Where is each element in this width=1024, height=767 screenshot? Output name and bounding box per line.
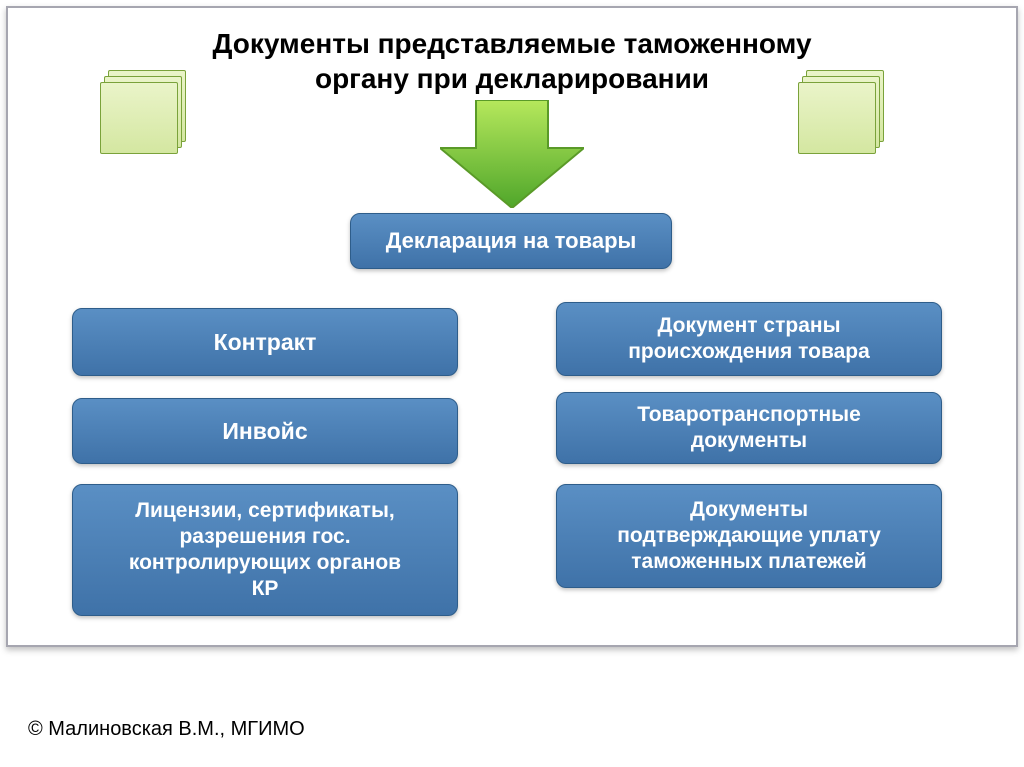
documents-icon-left	[100, 70, 200, 160]
box-left-2: Лицензии, сертификаты, разрешения гос. к…	[72, 484, 458, 616]
box-label: Декларация на товары	[386, 227, 637, 255]
documents-icon-right	[798, 70, 898, 160]
attribution-text: © Малиновская В.М., МГИМО	[28, 718, 305, 741]
box-label: Лицензии, сертификаты, разрешения гос. к…	[129, 498, 401, 603]
box-label: Товаротранспортные документы	[637, 402, 861, 455]
down-arrow-icon	[440, 100, 584, 213]
box-label: Документ страны происхождения товара	[628, 313, 870, 366]
box-declaration: Декларация на товары	[350, 213, 672, 269]
title-line1: Документы представляемые таможенному	[212, 28, 811, 59]
box-label: Документы подтверждающие уплату таможенн…	[617, 497, 881, 576]
box-label: Контракт	[214, 328, 317, 357]
title-line2: органу при декларировании	[315, 63, 709, 94]
box-right-1: Товаротранспортные документы	[556, 392, 942, 464]
box-label: Инвойс	[222, 417, 307, 446]
attribution-label: © Малиновская В.М., МГИМО	[28, 718, 305, 740]
box-right-2: Документы подтверждающие уплату таможенн…	[556, 484, 942, 588]
slide-frame: Документы представляемые таможенному орга…	[6, 6, 1018, 647]
box-left-1: Инвойс	[72, 398, 458, 464]
box-right-0: Документ страны происхождения товара	[556, 302, 942, 376]
box-left-0: Контракт	[72, 308, 458, 376]
